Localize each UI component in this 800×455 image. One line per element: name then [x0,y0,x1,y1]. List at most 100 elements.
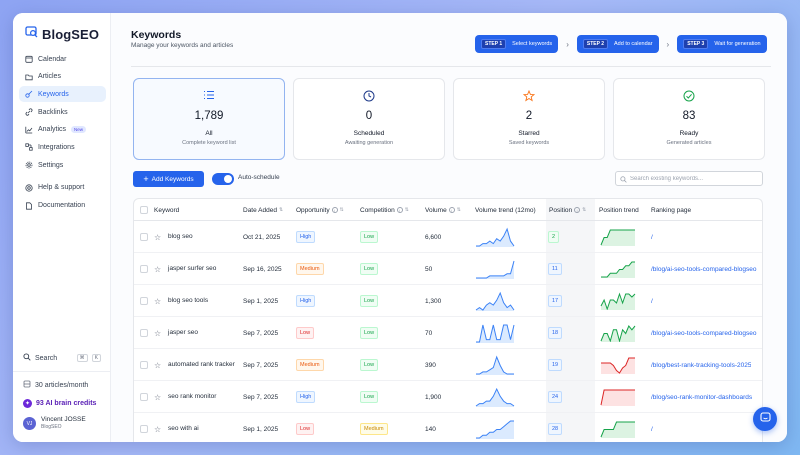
table-row[interactable]: ☆ blog seo Oct 21, 2025 High Low 6,600 2 / [134,221,762,253]
sort-icon: ⇅ [339,207,344,213]
date-cell: Sep 7, 2025 [243,349,278,381]
card-scheduled[interactable]: 0 Scheduled Awaiting generation [293,78,445,160]
star-icon[interactable]: ☆ [154,360,162,370]
row-checkbox[interactable] [140,253,148,285]
star-icon[interactable]: ☆ [154,424,162,434]
table-row[interactable]: ☆ jasper surfer seo Sep 16, 2025 Medium Low 5… [134,253,762,285]
keyword-text: jasper surfer seo [168,265,217,272]
star-icon[interactable]: ☆ [154,296,162,306]
step-2[interactable]: STEP 2 Add to calendar [576,35,659,53]
card-starred[interactable]: 2 Starred Saved keywords [453,78,605,160]
sidebar-item-help-support[interactable]: Help & support [19,180,106,196]
col-position-label: Position [549,206,573,214]
table-row[interactable]: ☆ seo with ai Sep 1, 2025 Low Medium 140 28 / [134,413,762,442]
ranking-page-text[interactable]: /blog/seo-rank-monitor-dashboards [651,393,753,401]
star-icon[interactable]: ☆ [154,264,162,274]
help-icon [25,184,33,192]
ranking-page-text[interactable]: /blog/ai-seo-tools-compared-blogseo [651,329,757,337]
competition-cell: Low [360,285,379,317]
folder-icon [25,73,33,81]
ai-credits-text: 93 AI brain credits [36,399,97,407]
search-icon [620,170,627,188]
keyword-search-input[interactable] [630,175,760,182]
keyword-cell: seo with ai [168,413,238,442]
competition-badge: Low [360,295,379,307]
row-checkbox[interactable] [140,221,148,253]
ranking-page-text[interactable]: /blog/best-rank-tracking-tools-2025 [651,361,752,369]
select-all-checkbox[interactable] [140,199,148,221]
info-icon: i [396,207,403,213]
ranking-page-link[interactable]: / [651,285,762,317]
col-keyword[interactable]: Keyword [154,199,179,221]
card-all[interactable]: 1,789 All Complete keyword list [133,78,285,160]
ranking-page-link[interactable]: /blog/ai-seo-tools-compared-blogseo [651,253,762,285]
col-competition[interactable]: Competition i ⇅ [360,199,409,221]
table-row[interactable]: ☆ blog seo tools Sep 1, 2025 High Low 1,300 17… [134,285,762,317]
sidebar-item-analytics[interactable]: Analytics New [19,122,106,138]
row-checkbox[interactable] [140,349,148,381]
sidebar-item-articles[interactable]: Articles [19,69,106,85]
avatar: VJ [23,417,36,430]
star-icon[interactable]: ☆ [154,232,162,242]
sort-icon: ⇅ [404,207,409,213]
row-checkbox[interactable] [140,381,148,413]
sidebar-item-keywords[interactable]: Keywords [19,86,106,103]
ranking-page-link[interactable]: /blog/ai-seo-tools-compared-blogseo [651,317,762,349]
logo[interactable]: BlogSEO [25,25,99,43]
add-keywords-button[interactable]: + Add Keywords [133,171,204,187]
ranking-page-text[interactable]: / [651,425,653,433]
ranking-page-link[interactable]: /blog/best-rank-tracking-tools-2025 [651,349,762,381]
row-checkbox[interactable] [140,413,148,442]
table-row[interactable]: ☆ seo rank monitor Sep 7, 2025 High Low 1,900… [134,381,762,413]
row-checkbox[interactable] [140,317,148,349]
ai-credits[interactable]: ✦ 93 AI brain credits [13,396,111,410]
ranking-page-link[interactable]: / [651,413,762,442]
table-row[interactable]: ☆ jasper seo Sep 7, 2025 Low Low 70 18/blog/ai… [134,317,762,349]
sidebar-item-label: Settings [38,161,64,169]
sidebar-item-label: Integrations [38,143,75,151]
info-icon: i [574,207,581,213]
date-text: Sep 16, 2025 [243,265,282,273]
volume-cell: 6,600 [425,221,441,253]
toolbar: + Add Keywords Auto-schedule [133,171,763,187]
user-profile[interactable]: VJ Vincent JOSSE BlogSEO [13,416,111,431]
volume-trend-chart [475,349,515,381]
sidebar-item-backlinks[interactable]: Backlinks [19,104,106,120]
row-checkbox[interactable] [140,285,148,317]
keyword-text: blog seo tools [168,297,209,304]
add-keywords-label: Add Keywords [151,175,194,183]
plus-icon: + [143,174,149,184]
sidebar-item-calendar[interactable]: Calendar [19,51,106,67]
col-opportunity[interactable]: Opportunity i ⇅ [296,199,344,221]
position-cell: 11 [548,253,562,285]
ranking-page-text[interactable]: / [651,233,653,241]
chat-button[interactable] [753,407,777,431]
sidebar-item-settings[interactable]: Settings [19,157,106,173]
auto-schedule-toggle[interactable] [212,173,234,185]
col-ranking-page-label: Ranking page [651,206,692,214]
step-3-tag: STEP 3 [683,39,709,49]
sidebar-item-label: Help & support [38,184,85,192]
col-volume[interactable]: Volume i ⇅ [425,199,461,221]
sidebar-item-documentation[interactable]: Documentation [19,198,106,214]
ranking-page-link[interactable]: / [651,221,762,253]
date-cell: Sep 16, 2025 [243,253,282,285]
step-1[interactable]: STEP 1 Select keywords [475,35,559,53]
steps: STEP 1 Select keywords › STEP 2 Add to c… [475,35,767,53]
keyword-search[interactable] [615,171,763,186]
ranking-page-text[interactable]: / [651,297,653,305]
position-trend-chart [600,285,636,317]
ranking-page-link[interactable]: /blog/seo-rank-monitor-dashboards [651,381,762,413]
col-position[interactable]: Position i ⇅ [549,199,586,221]
ranking-page-text[interactable]: /blog/ai-seo-tools-compared-blogseo [651,265,757,273]
card-ready[interactable]: 83 Ready Generated articles [613,78,765,160]
star-icon[interactable]: ☆ [154,392,162,402]
col-date-added[interactable]: Date Added ⇅ [243,199,283,221]
sidebar-search[interactable]: Search ⌘ K [13,351,111,365]
step-3[interactable]: STEP 3 Wait for generation [677,35,767,53]
sidebar-item-label: Calendar [38,55,67,63]
sidebar-item-integrations[interactable]: Integrations [19,139,106,155]
table-row[interactable]: ☆ automated rank tracker Sep 7, 2025 Medium… [134,349,762,381]
star-icon[interactable]: ☆ [154,328,162,338]
opportunity-cell: High [296,285,316,317]
